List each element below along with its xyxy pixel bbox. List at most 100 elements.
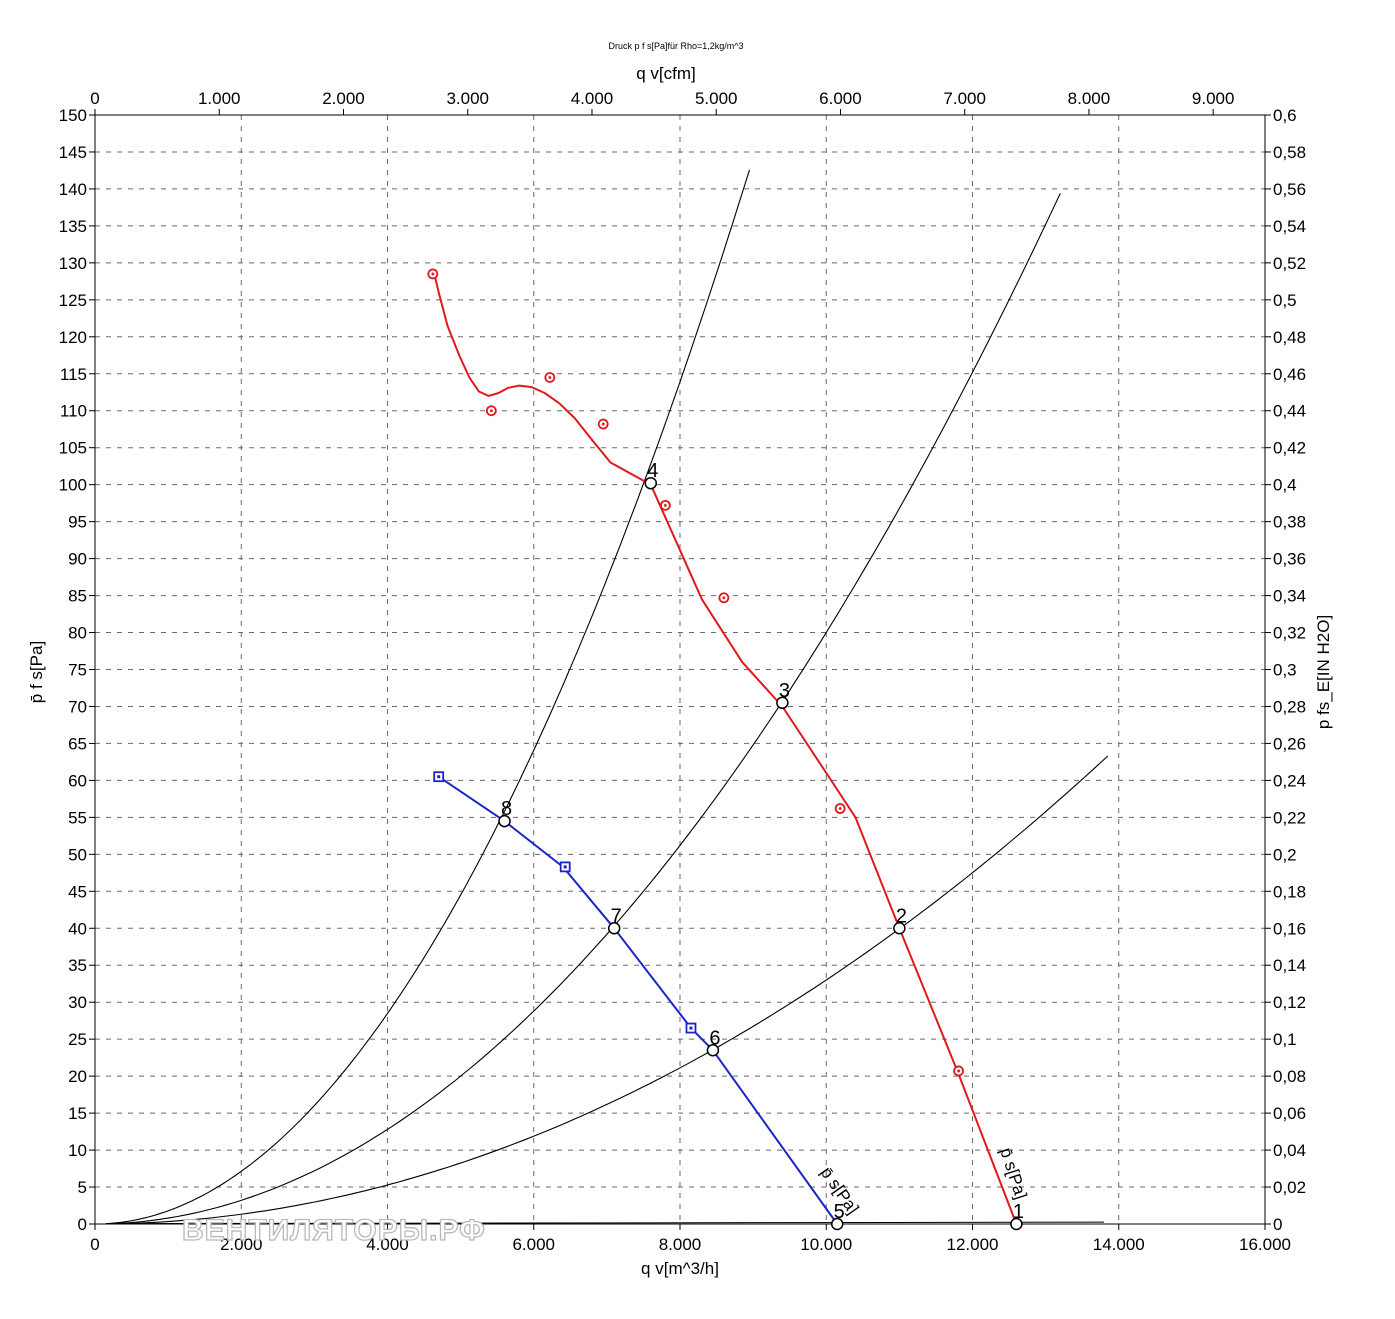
x-tick-label: 2.000 [220,1235,263,1254]
y-tick-label: 150 [59,106,87,125]
y-tick-label: 140 [59,180,87,199]
y2-tick-label: 0,26 [1273,734,1306,753]
x2-tick-label: 9.000 [1192,89,1235,108]
y-tick-label: 25 [68,1030,87,1049]
y-axis-label: p̄ f s[Pa] [27,641,46,703]
y-tick-label: 65 [68,734,87,753]
y-tick-label: 10 [68,1141,87,1160]
y2-tick-label: 0,16 [1273,919,1306,938]
y-tick-label: 35 [68,956,87,975]
x-tick-label: 12.000 [947,1235,999,1254]
system-curve [105,755,1109,1225]
system-curve [105,169,751,1225]
y-tick-label: 130 [59,254,87,273]
y-tick-label: 80 [68,624,87,643]
system-curve [105,193,1061,1225]
data-point-dot [957,1069,961,1073]
data-point-dot [601,422,605,426]
y2-tick-label: 0,14 [1273,956,1306,975]
series-line-blue [438,775,839,1225]
y-tick-label: 100 [59,476,87,495]
y-tick-label: 15 [68,1104,87,1123]
y-tick-label: 5 [78,1178,87,1197]
data-point-dot [431,272,435,276]
y-tick-label: 90 [68,550,87,569]
data-point-dot [722,596,726,600]
x-tick-label: 0 [90,1235,99,1254]
y2-tick-label: 0,54 [1273,217,1306,236]
x2-tick-label: 8.000 [1068,89,1111,108]
y-tick-label: 40 [68,919,87,938]
x2-tick-label: 4.000 [571,89,614,108]
x-tick-label: 10.000 [800,1235,852,1254]
x2-tick-label: 6.000 [819,89,862,108]
grid [95,115,1265,1224]
operating-points: 1 2 3 4 5 6 7 8 [498,460,1024,1231]
data-point-dot [489,409,493,413]
y-tick-label: 50 [68,845,87,864]
y-tick-label: 135 [59,217,87,236]
operating-point-label: 5 [834,1201,845,1223]
operating-point-marker [1010,1217,1023,1231]
y-tick-label: 95 [68,513,87,532]
y2-axis-label: p fs_E[IN H2O] [1314,615,1333,729]
y2-tick-label: 0,46 [1273,365,1306,384]
x2-tick-label: 3.000 [446,89,489,108]
y2-tick-label: 0 [1273,1215,1282,1234]
y2-tick-label: 0,44 [1273,402,1306,421]
y-tick-label: 105 [59,439,87,458]
data-point-dot [663,503,667,507]
system-curve-baseline [105,1221,1105,1225]
operating-point-label: 6 [709,1027,720,1049]
y-tick-label: 85 [68,587,87,606]
y2-tick-label: 0,52 [1273,254,1306,273]
y2-tick-label: 0,42 [1273,439,1306,458]
operating-point-label: 8 [501,798,512,820]
operating-point-marker [776,696,789,710]
y-tick-label: 20 [68,1067,87,1086]
x2-tick-label: 2.000 [322,89,365,108]
system-curves [105,169,1109,1225]
data-point-dot [563,865,567,869]
data-point-dot [838,807,842,810]
y-tick-label: 145 [59,143,87,162]
y-tick-label: 55 [68,808,87,827]
y2-tick-label: 0,32 [1273,624,1306,643]
y-tick-label: 75 [68,661,87,680]
y2-tick-label: 0,38 [1273,513,1306,532]
x-tick-label: 8.000 [659,1235,702,1254]
x2-tick-label: 7.000 [943,89,986,108]
y2-tick-label: 0,1 [1273,1030,1297,1049]
operating-point-marker [498,814,511,828]
y2-tick-label: 0,3 [1273,661,1297,680]
operating-point-label: 2 [896,905,907,927]
data-point-dot [437,775,441,779]
series-line-red [433,273,1018,1225]
data-point-dot [548,376,552,379]
y-tick-label: 70 [68,697,87,716]
operating-point-marker [607,922,621,935]
y-tick-label: 125 [59,291,87,310]
y-tick-label: 120 [59,328,87,347]
y2-tick-label: 0,4 [1273,476,1297,495]
red-series-label: p̄ s[Pa] [996,1145,1030,1201]
x-axis-label: q v[m^3/h] [641,1259,719,1278]
y2-tick-label: 0,06 [1273,1104,1306,1123]
y2-tick-label: 0,04 [1273,1141,1306,1160]
y2-tick-label: 0,56 [1273,180,1306,199]
x-tick-label: 4.000 [366,1235,409,1254]
y2-tick-label: 0,18 [1273,882,1306,901]
x2-tick-label: 5.000 [695,89,738,108]
y2-tick-label: 0,5 [1273,291,1297,310]
y-tick-label: 0 [78,1215,87,1234]
y2-tick-label: 0,48 [1273,328,1306,347]
watermark-logo: ВЕНТИЛЯТОРЫ.РФ [182,1214,486,1247]
y2-tick-label: 0,08 [1273,1067,1306,1086]
y-tick-label: 60 [68,771,87,790]
x-tick-label: 14.000 [1093,1235,1145,1254]
y2-tick-label: 0,24 [1273,771,1306,790]
y-tick-label: 45 [68,882,87,901]
y2-tick-label: 0,28 [1273,697,1306,716]
